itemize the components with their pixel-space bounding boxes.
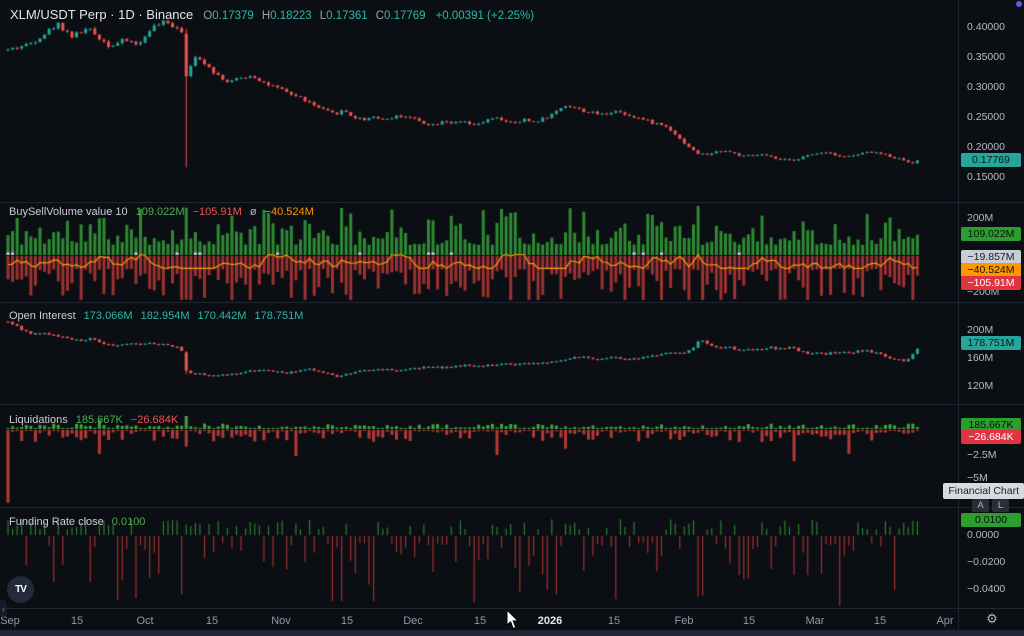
ohlc-value: 0.17361 bbox=[326, 10, 368, 22]
indicator-title[interactable]: Funding Rate close bbox=[9, 516, 104, 528]
ohlc-label: L bbox=[319, 10, 327, 22]
pane-resize-handle[interactable] bbox=[0, 507, 1024, 508]
symbol-title[interactable]: XLM/USDT Perp · 1D · Binance bbox=[10, 7, 194, 22]
tooltip: Financial Chart bbox=[943, 483, 1024, 499]
ohlc-pair: L0.17361 bbox=[320, 10, 368, 22]
time-axis[interactable]: Sep 15 Oct 15 Nov 15 Dec 15 2026 15 Feb 15 Mar 15 Apr bbox=[0, 608, 1024, 631]
chevron-left-icon: ‹ bbox=[2, 603, 5, 614]
scale-tick: 120M bbox=[967, 380, 994, 392]
ohlc-pair: H0.18223 bbox=[262, 10, 312, 22]
ohlc-label: C bbox=[375, 10, 384, 22]
last-value-badge: 0.17769 bbox=[961, 153, 1021, 167]
time-label: Nov bbox=[271, 615, 291, 627]
time-label: Feb bbox=[674, 615, 694, 627]
indicator-value: 178.751M bbox=[254, 310, 304, 322]
last-value-badge: −105.91M bbox=[961, 276, 1021, 290]
scale-tick: 0.25000 bbox=[967, 111, 1005, 123]
symbol-header[interactable]: XLM/USDT Perp · 1D · Binance O0.17379 H0.… bbox=[10, 7, 534, 22]
indicator-value: −105.91M bbox=[192, 206, 242, 218]
pane-resize-handle[interactable] bbox=[0, 202, 1024, 203]
auto-scale-button[interactable]: A bbox=[972, 499, 989, 512]
time-label: Mar bbox=[805, 615, 825, 627]
time-label: Dec bbox=[403, 615, 423, 627]
last-value-badge: −40.524M bbox=[961, 263, 1021, 277]
ohlc-value: 0.18223 bbox=[270, 10, 312, 22]
scale-tick: 0.0000 bbox=[967, 529, 1000, 541]
scale-tick: −0.0200 bbox=[967, 556, 1006, 568]
time-label: Oct bbox=[136, 615, 154, 627]
ohlc-label: O bbox=[203, 10, 213, 22]
indicator-value: −26.684K bbox=[130, 414, 179, 426]
last-value-badge: −19.857M bbox=[961, 250, 1021, 264]
notification-dot bbox=[1016, 1, 1022, 7]
price-scale-column[interactable]: 0.40000 0.35000 0.30000 0.25000 0.20000 0.150… bbox=[958, 0, 1024, 630]
scale-tick: 0.20000 bbox=[967, 141, 1005, 153]
indicator-value: 173.066M bbox=[83, 310, 133, 322]
scale-tick: 200M bbox=[967, 324, 994, 336]
ohlc-pair: C0.17769 bbox=[376, 10, 426, 22]
tradingview-logo-text: TV bbox=[15, 584, 27, 595]
indicator-title[interactable]: Open Interest bbox=[9, 310, 76, 322]
time-label: 2026 bbox=[537, 615, 563, 627]
time-label: 15 bbox=[473, 615, 487, 627]
change-value: +0.00391 (+2.25%) bbox=[435, 10, 535, 22]
log-scale-button[interactable]: L bbox=[992, 499, 1009, 512]
time-label: Sep bbox=[0, 615, 20, 627]
indicator-header-funding[interactable]: Funding Rate close 0.0100 bbox=[9, 516, 145, 528]
pane-resize-handle[interactable] bbox=[0, 404, 1024, 405]
scale-tick: 160M bbox=[967, 352, 994, 364]
scale-tick: 0.30000 bbox=[967, 81, 1005, 93]
scale-tick: 0.35000 bbox=[967, 51, 1005, 63]
gear-icon: ⚙ bbox=[986, 611, 998, 626]
indicator-value: 185.667K bbox=[75, 414, 123, 426]
ohlc-values: O0.17379 H0.18223 L0.17361 C0.17769 bbox=[203, 10, 425, 22]
time-label: 15 bbox=[742, 615, 756, 627]
indicator-value: 109.022M bbox=[135, 206, 185, 218]
last-value-badge: 178.751M bbox=[961, 336, 1021, 350]
last-value-badge: 0.0100 bbox=[961, 513, 1021, 527]
ohlc-value: 0.17769 bbox=[384, 10, 426, 22]
time-label: 15 bbox=[607, 615, 621, 627]
scale-tick: 200M bbox=[967, 212, 994, 224]
scale-tick: −5M bbox=[967, 472, 988, 484]
tradingview-logo[interactable]: TV bbox=[7, 576, 34, 603]
indicator-value: 170.442M bbox=[197, 310, 247, 322]
time-label: 15 bbox=[873, 615, 887, 627]
indicator-title[interactable]: Liquidations bbox=[9, 414, 68, 426]
time-label: Apr bbox=[936, 615, 954, 627]
indicator-title[interactable]: BuySellVolume value 10 bbox=[9, 206, 128, 218]
mouse-cursor bbox=[506, 610, 520, 630]
ohlc-value: 0.17379 bbox=[212, 10, 254, 22]
sidebar-collapse-handle[interactable]: ‹ bbox=[0, 600, 7, 617]
indicator-value: 182.954M bbox=[140, 310, 190, 322]
ohlc-pair: O0.17379 bbox=[203, 10, 254, 22]
indicator-value: −40.524M bbox=[264, 206, 314, 218]
scale-tick: 0.40000 bbox=[967, 21, 1005, 33]
scale-tick: −0.0400 bbox=[967, 583, 1006, 595]
axis-settings-button[interactable]: ⚙ bbox=[958, 608, 1024, 630]
scale-tick: 0.15000 bbox=[967, 171, 1005, 183]
scale-tick: −2.5M bbox=[967, 449, 997, 461]
time-label: 15 bbox=[205, 615, 219, 627]
indicator-header-open-interest[interactable]: Open Interest 173.066M 182.954M 170.442M 178… bbox=[9, 310, 303, 322]
last-value-badge: −26.684K bbox=[961, 430, 1021, 444]
bottom-toolbar-edge bbox=[0, 630, 1024, 636]
indicator-header-buysell[interactable]: BuySellVolume value 10 109.022M −105.91M ø −… bbox=[9, 206, 314, 218]
time-label: 15 bbox=[340, 615, 354, 627]
last-value-badge: 109.022M bbox=[961, 227, 1021, 241]
last-value-badge: 185.667K bbox=[961, 418, 1021, 432]
indicator-value: 0.0100 bbox=[111, 516, 146, 528]
pane-resize-handle[interactable] bbox=[0, 302, 1024, 303]
ohlc-label: H bbox=[261, 10, 271, 22]
time-label: 15 bbox=[70, 615, 84, 627]
indicator-value: ø bbox=[249, 206, 257, 218]
indicator-header-liquidations[interactable]: Liquidations 185.667K −26.684K bbox=[9, 414, 178, 426]
